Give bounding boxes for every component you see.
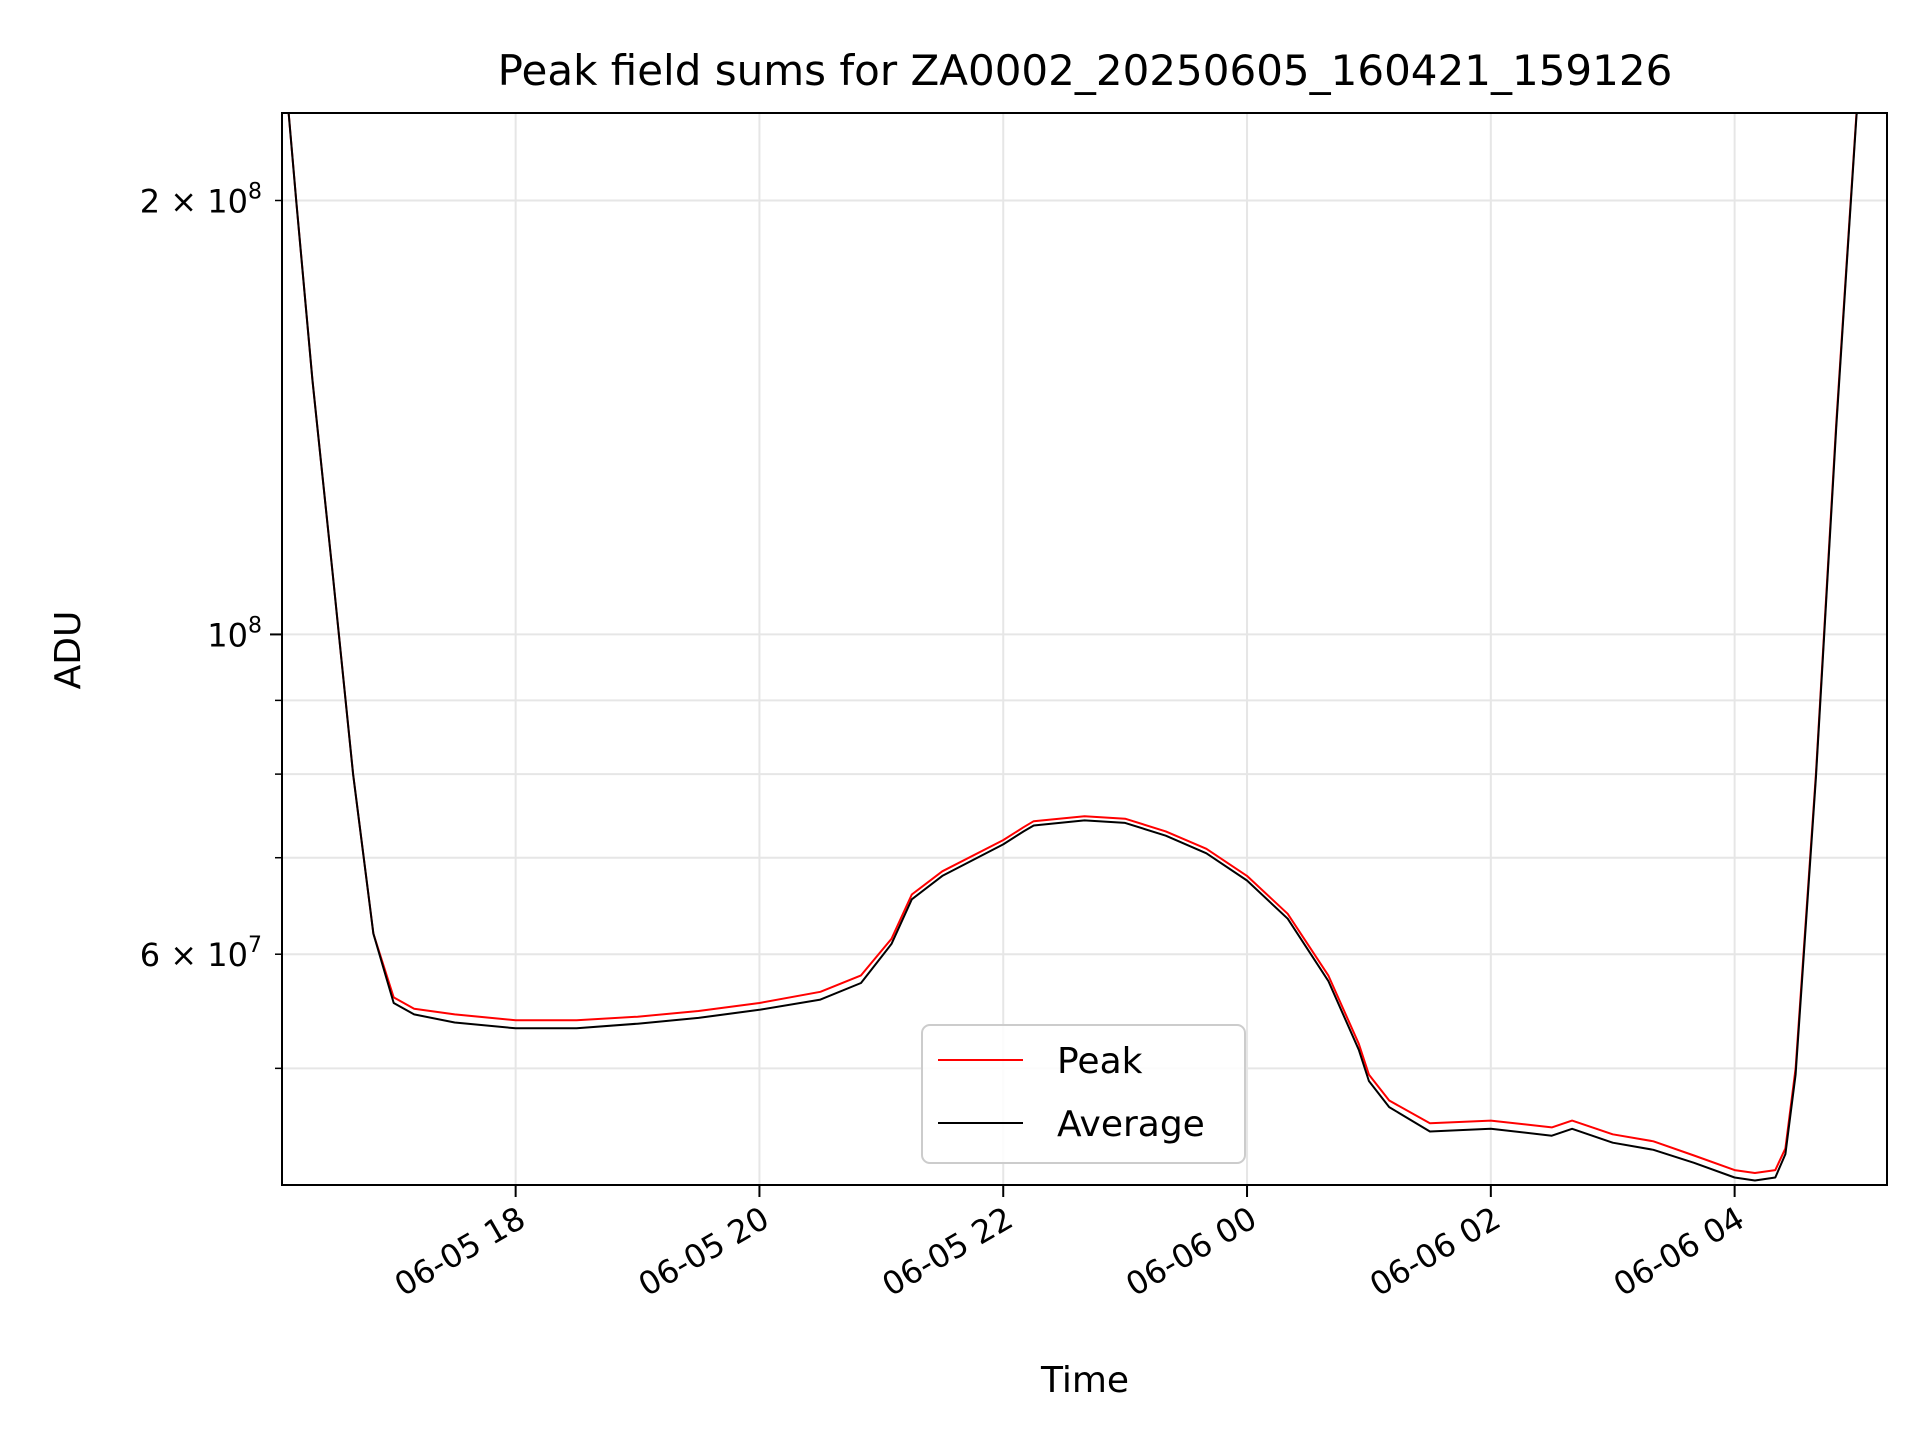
y-tick-label: 6 × 107: [140, 933, 262, 974]
legend-label-peak: Peak: [1057, 1041, 1143, 1082]
legend: Peak Average: [921, 1024, 1246, 1164]
plot-frame: [281, 112, 1888, 1186]
series-line-average: [287, 113, 1858, 1182]
y-tick-label: 2 × 108: [140, 179, 262, 220]
y-tick-label: 108: [207, 613, 262, 654]
chart-title: Peak field sums for ZA0002_20250605_1604…: [498, 46, 1673, 95]
x-axis-label: Time: [1040, 1360, 1129, 1401]
y-axis-label: ADU: [48, 611, 89, 690]
series-line-peak: [287, 113, 1858, 1174]
legend-label-average: Average: [1057, 1104, 1205, 1145]
series-layer: [287, 113, 1858, 1182]
